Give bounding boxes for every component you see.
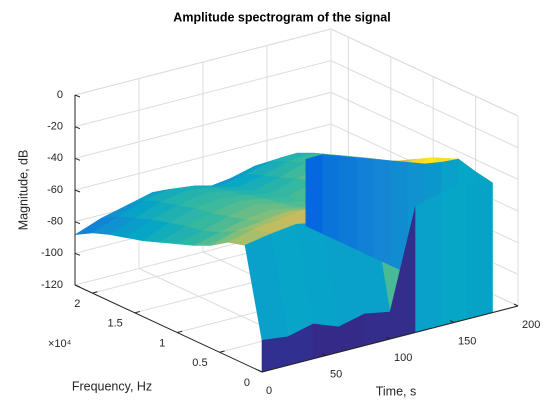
x-tick-label: 150 — [458, 335, 476, 347]
x-tick — [449, 320, 455, 323]
z-tick — [74, 284, 81, 288]
surface-skirt — [440, 182, 468, 327]
z-tick — [74, 126, 81, 130]
z-tick — [74, 94, 81, 98]
y-axis — [74, 284, 263, 373]
surface-skirt — [305, 154, 324, 235]
y-tick — [134, 311, 140, 314]
x-tick — [321, 353, 327, 356]
y-tick-label: 1 — [159, 337, 165, 349]
y-tick — [261, 370, 268, 373]
y-axis-label: Frequency, Hz — [72, 379, 152, 393]
z-tick-label: -120 — [41, 279, 63, 291]
surface-skirt — [322, 154, 341, 243]
x-tick-label: 200 — [522, 319, 540, 331]
y-exponent-label: ×10⁴ — [48, 338, 72, 350]
chart-title: Amplitude spectrogram of the signal — [173, 10, 390, 24]
z-tick — [74, 221, 81, 225]
x-tick-label: 0 — [266, 385, 272, 397]
x-tick — [385, 336, 391, 340]
y-tick-label: 0.5 — [192, 357, 207, 369]
z-tick-label: -100 — [41, 247, 63, 259]
surface-skirt — [466, 182, 493, 320]
surface-skirt — [415, 192, 442, 333]
y-tick — [177, 330, 183, 334]
z-tick-label: -80 — [47, 216, 63, 228]
z-tick-label: 0 — [57, 89, 63, 101]
surface-skirt — [356, 157, 374, 258]
x-tick-label: 100 — [394, 352, 412, 364]
z-tick-label: -60 — [47, 184, 63, 196]
x-tick — [513, 303, 519, 307]
y-tick-label: 1.5 — [107, 318, 122, 330]
z-tick-label: -20 — [47, 121, 63, 133]
y-tick — [219, 350, 225, 353]
y-tick-label: 0 — [244, 377, 250, 389]
z-axis-label: Magnitude, dB — [16, 150, 30, 231]
y-tick — [92, 291, 98, 294]
z-tick — [74, 157, 81, 161]
z-tick — [74, 189, 81, 193]
z-tick — [74, 252, 81, 256]
x-axis-label: Time, s — [376, 384, 417, 398]
surface-skirt — [373, 158, 391, 266]
x-tick — [257, 369, 263, 373]
x-tick-label: 50 — [330, 368, 342, 380]
z-tick-label: -40 — [47, 152, 63, 164]
y-tick-label: 2 — [74, 298, 80, 310]
surface-skirt — [339, 155, 358, 250]
